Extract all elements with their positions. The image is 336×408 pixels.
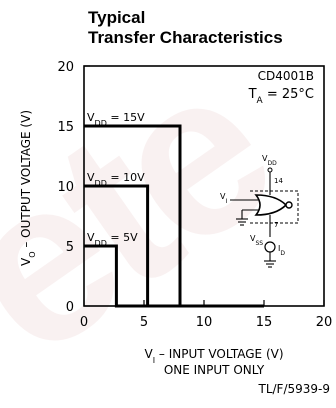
title-line-1: Typical (88, 8, 146, 27)
pin-14-label: 14 (274, 177, 283, 185)
x-tick-label: 0 (80, 315, 88, 330)
y-axis-label: VO – OUTPUT VOLTAGE (V) (19, 110, 37, 266)
x-axis-label: VI – INPUT VOLTAGE (V) (144, 347, 283, 365)
y-tick-label: 0 (66, 300, 74, 315)
pin-7-label: 7 (274, 221, 278, 229)
x-tick-label: 10 (196, 315, 213, 330)
series-label: VDD = 10V (87, 171, 145, 188)
x-tick-label: 5 (140, 315, 148, 330)
y-tick-label: 5 (66, 240, 74, 255)
series-line (84, 244, 264, 308)
vss-label: VSS (250, 234, 263, 247)
y-tick-label: 10 (57, 180, 74, 195)
vdd-label: VDD (262, 154, 277, 167)
x-tick-label: 15 (256, 315, 273, 330)
vdd-terminal (267, 167, 273, 173)
ammeter-icon (264, 241, 276, 253)
inverter-bubble-icon (285, 201, 293, 209)
test-circuit-schematic: VDD 14 VI 7 VSS ID (220, 154, 299, 268)
id-label: ID (278, 244, 285, 257)
x-axis-label-line2: ONE INPUT ONLY (164, 363, 265, 377)
title-line-2: Transfer Characteristics (88, 28, 283, 47)
temperature-label: TA = 25°C (248, 87, 314, 106)
vi-label: VI (220, 192, 227, 205)
series-label: VDD = 15V (87, 111, 145, 128)
y-tick-label: 15 (57, 120, 74, 135)
nor-gate-icon (254, 194, 288, 216)
figure-id: TL/F/5939-9 (258, 382, 330, 396)
y-tick-label: 20 (57, 60, 74, 75)
chart-title: Typical Transfer Characteristics (88, 8, 283, 48)
device-label: CD4001B (258, 69, 314, 83)
series-line (84, 124, 264, 308)
y-axis-label-group: VO – OUTPUT VOLTAGE (V) (19, 110, 37, 266)
series-label: VDD = 5V (87, 231, 138, 248)
x-tick-label: 20 (316, 315, 333, 330)
